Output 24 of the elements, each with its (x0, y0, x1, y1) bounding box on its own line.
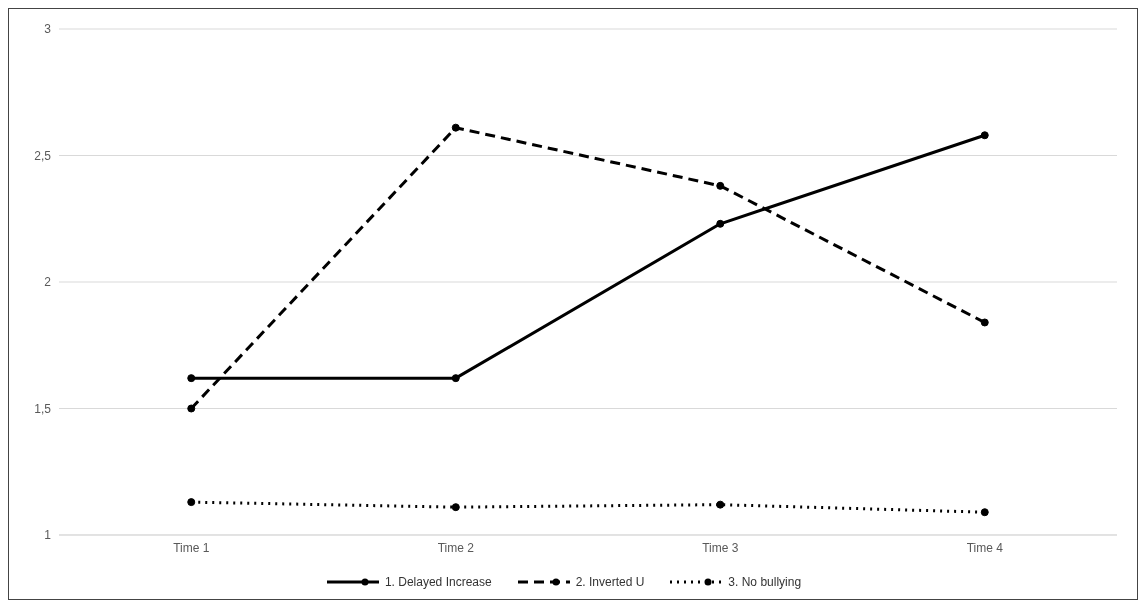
y-tick-label: 2,5 (34, 148, 52, 163)
x-tick-label: Time 2 (437, 540, 475, 555)
y-tick-label: 2 (44, 275, 52, 290)
point (716, 181, 725, 190)
point (980, 318, 989, 327)
y-tick-label: 1,5 (34, 401, 52, 416)
legend-label: 1. Delayed Increase (384, 575, 492, 589)
point (187, 498, 196, 507)
point (716, 500, 725, 509)
point (451, 503, 460, 512)
point (187, 404, 196, 413)
x-tick-label: Time 1 (173, 540, 210, 555)
legend-label: 2. Inverted U (575, 575, 645, 589)
point (451, 374, 460, 383)
y-tick-label: 3 (44, 22, 52, 37)
point (980, 131, 989, 140)
point (187, 374, 196, 383)
x-tick-label: Time 4 (966, 540, 1004, 555)
y-tick-label: 1 (44, 528, 52, 543)
point (451, 123, 460, 132)
point (980, 508, 989, 517)
x-tick-label: Time 3 (702, 540, 739, 555)
legend-label: 3. No bullying (728, 575, 802, 589)
point (716, 219, 725, 228)
